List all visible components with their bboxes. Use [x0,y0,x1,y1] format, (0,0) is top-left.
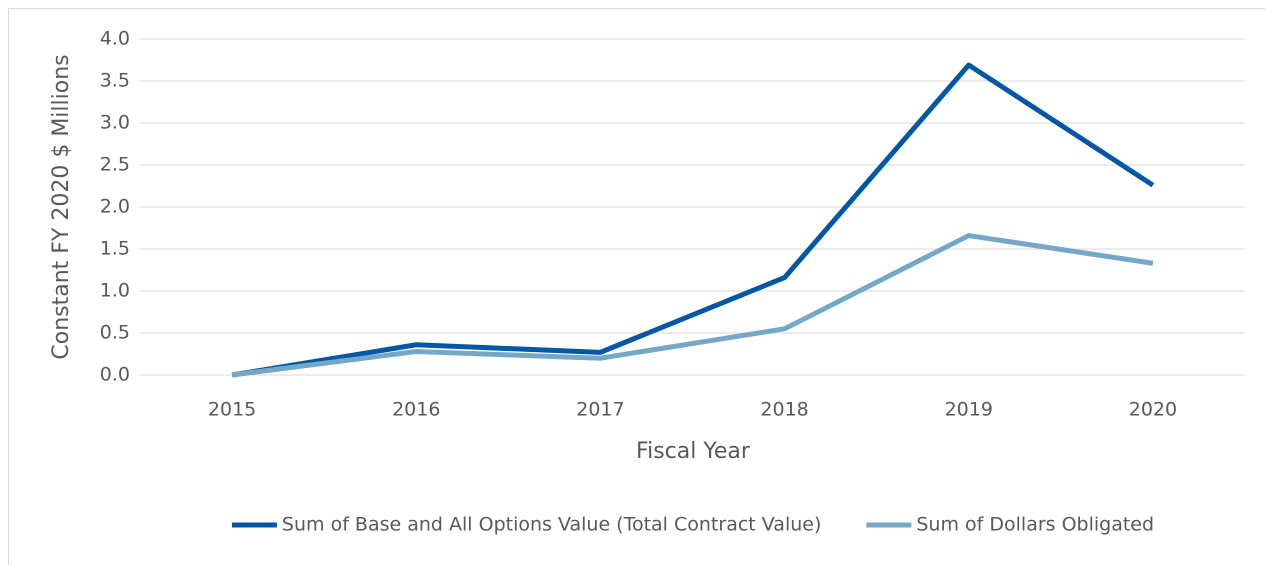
legend-label: Sum of Base and All Options Value (Total… [282,514,821,536]
y-axis-title: Constant FY 2020 $ Millions [49,54,74,359]
x-tick-label: 2017 [576,399,624,421]
x-tick-label: 2015 [208,399,256,421]
legend-label: Sum of Dollars Obligated [916,514,1154,536]
x-tick-label: 2019 [945,399,993,421]
y-tick-label: 3.5 [100,70,130,92]
y-tick-label: 0.5 [100,322,130,344]
data-line [231,62,1155,378]
y-tick-label: 4.0 [100,28,130,50]
x-axis-title: Fiscal Year [636,439,751,464]
data-line [231,233,1154,378]
x-tick-label: 2018 [760,399,808,421]
y-tick-label: 1.0 [100,280,130,302]
y-tick-label: 2.0 [100,196,130,218]
x-tick-label: 2020 [1129,399,1177,421]
x-tick-label: 2016 [392,399,440,421]
y-tick-label: 2.5 [100,154,130,176]
chart-border [8,8,1265,565]
y-tick-label: 0.0 [100,364,130,386]
y-tick-label: 1.5 [100,238,130,260]
y-tick-label: 3.0 [100,112,130,134]
